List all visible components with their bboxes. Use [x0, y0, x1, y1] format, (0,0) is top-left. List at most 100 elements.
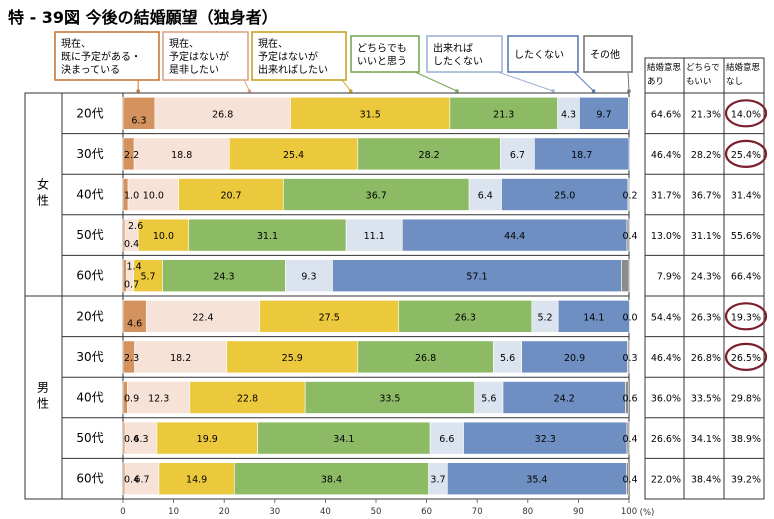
bar-segment	[234, 462, 429, 496]
data-label: 0.9	[124, 394, 139, 405]
bar-segment	[357, 340, 494, 374]
data-label: 10.0	[153, 231, 174, 242]
data-label: 0.4	[622, 475, 637, 486]
data-label: 26.8	[415, 353, 436, 364]
bar-segment	[474, 381, 504, 414]
data-label: 6.7	[134, 475, 149, 486]
x-tick-label: 30	[269, 507, 280, 517]
legend-label: 出来ればしたい	[258, 63, 328, 76]
data-label: 57.1	[466, 272, 487, 283]
legend-leader	[497, 71, 554, 92]
bar-segment	[345, 218, 403, 252]
data-label: 38.4	[321, 475, 342, 486]
row-label: 40代	[76, 188, 103, 202]
bar-segment	[156, 421, 258, 455]
data-label: 0.2	[622, 191, 637, 202]
data-label: 22.8	[237, 394, 258, 405]
legend-leader-dot	[455, 89, 459, 93]
group-label-1: 男	[37, 381, 49, 395]
data-label: 0.4	[622, 231, 637, 242]
legend-label: 決まっている	[61, 64, 120, 76]
table-cell: 39.2%	[731, 475, 761, 486]
bar-segment	[124, 462, 160, 496]
group-label-0: 性	[37, 194, 49, 208]
bar-segment	[357, 137, 501, 171]
legend-label: 出来れば	[433, 42, 473, 55]
data-label: 0.4	[622, 434, 637, 445]
bar-segment	[557, 299, 630, 333]
table-cell: 66.4%	[731, 272, 761, 283]
table-cell: 36.0%	[651, 394, 681, 405]
legend-label: 予定はないが	[169, 50, 229, 63]
legend-label: 是非したい	[169, 64, 219, 76]
data-label: 21.3	[493, 109, 514, 120]
legend-box	[251, 31, 347, 81]
data-label: 0.4	[124, 475, 139, 486]
legend-leader	[414, 71, 458, 92]
data-label: 2.3	[124, 353, 139, 364]
bar-segment	[402, 218, 628, 252]
data-label: 0.4	[124, 434, 139, 445]
chart-title: 特 - 39図 今後の結婚願望（独身者）	[8, 8, 278, 27]
data-label: 9.7	[596, 109, 611, 120]
x-tick-label: 60	[421, 507, 432, 517]
table-cell: 19.3%	[731, 312, 761, 323]
row-label: 20代	[76, 106, 103, 120]
data-label: 24.3	[213, 272, 234, 283]
x-tick-label: 40	[320, 507, 331, 517]
data-label: 5.7	[140, 272, 155, 283]
legend-label: 予定はないが	[258, 50, 318, 63]
data-label: 10.0	[143, 191, 164, 202]
data-label: 22.4	[192, 312, 213, 323]
x-tick-label: 80	[522, 507, 533, 517]
bar-segment	[133, 137, 230, 171]
data-label: 5.6	[500, 353, 515, 364]
bar-segment	[627, 340, 630, 374]
table-header: なし	[726, 77, 743, 87]
legend-leader	[573, 71, 594, 92]
bar-segment	[228, 137, 359, 171]
data-label: 11.1	[364, 231, 385, 242]
table-cell: 26.6%	[651, 434, 681, 445]
legend-box	[350, 35, 420, 73]
bar-segment	[134, 340, 228, 374]
data-label: 18.2	[170, 353, 191, 364]
bar-segment	[285, 259, 333, 293]
data-label: 2.6	[128, 221, 143, 232]
group-label-1: 性	[37, 397, 49, 411]
legend-leader-dot	[551, 89, 555, 93]
table-header: もいい	[686, 77, 711, 87]
data-label: 6.3	[133, 434, 148, 445]
data-label: 4.3	[561, 109, 576, 120]
legend-label: 現在、	[61, 38, 91, 50]
data-label: 19.9	[197, 434, 218, 445]
data-label: 6.3	[131, 115, 146, 126]
bar-segment	[626, 218, 630, 252]
data-label: 0.3	[622, 353, 637, 364]
table-cell: 31.7%	[651, 191, 681, 202]
data-label: 14.1	[583, 312, 604, 323]
row-label: 20代	[76, 309, 103, 323]
table-cell: 38.9%	[731, 434, 761, 445]
legend-leader-dot	[627, 89, 631, 93]
row-label: 30代	[76, 147, 103, 161]
bar-segment	[398, 299, 533, 333]
data-label: 26.8	[212, 109, 233, 120]
legend-box	[162, 31, 249, 81]
data-label: 36.7	[366, 191, 387, 202]
x-tick-label: 90	[573, 507, 584, 517]
row-label: 30代	[76, 350, 103, 364]
highlight-circle	[724, 302, 768, 331]
data-label: 25.4	[283, 150, 304, 161]
data-label: 25.0	[554, 191, 575, 202]
bar-segment	[189, 381, 306, 414]
legend-label: その他	[590, 48, 620, 61]
legend-label: 現在、	[169, 38, 199, 50]
data-label: 0.4	[124, 239, 139, 250]
table-header: どちらで	[686, 63, 720, 73]
data-label: 44.4	[504, 231, 525, 242]
table-cell: 22.0%	[651, 475, 681, 486]
legend-box	[54, 31, 160, 81]
bar-segment	[626, 462, 629, 496]
